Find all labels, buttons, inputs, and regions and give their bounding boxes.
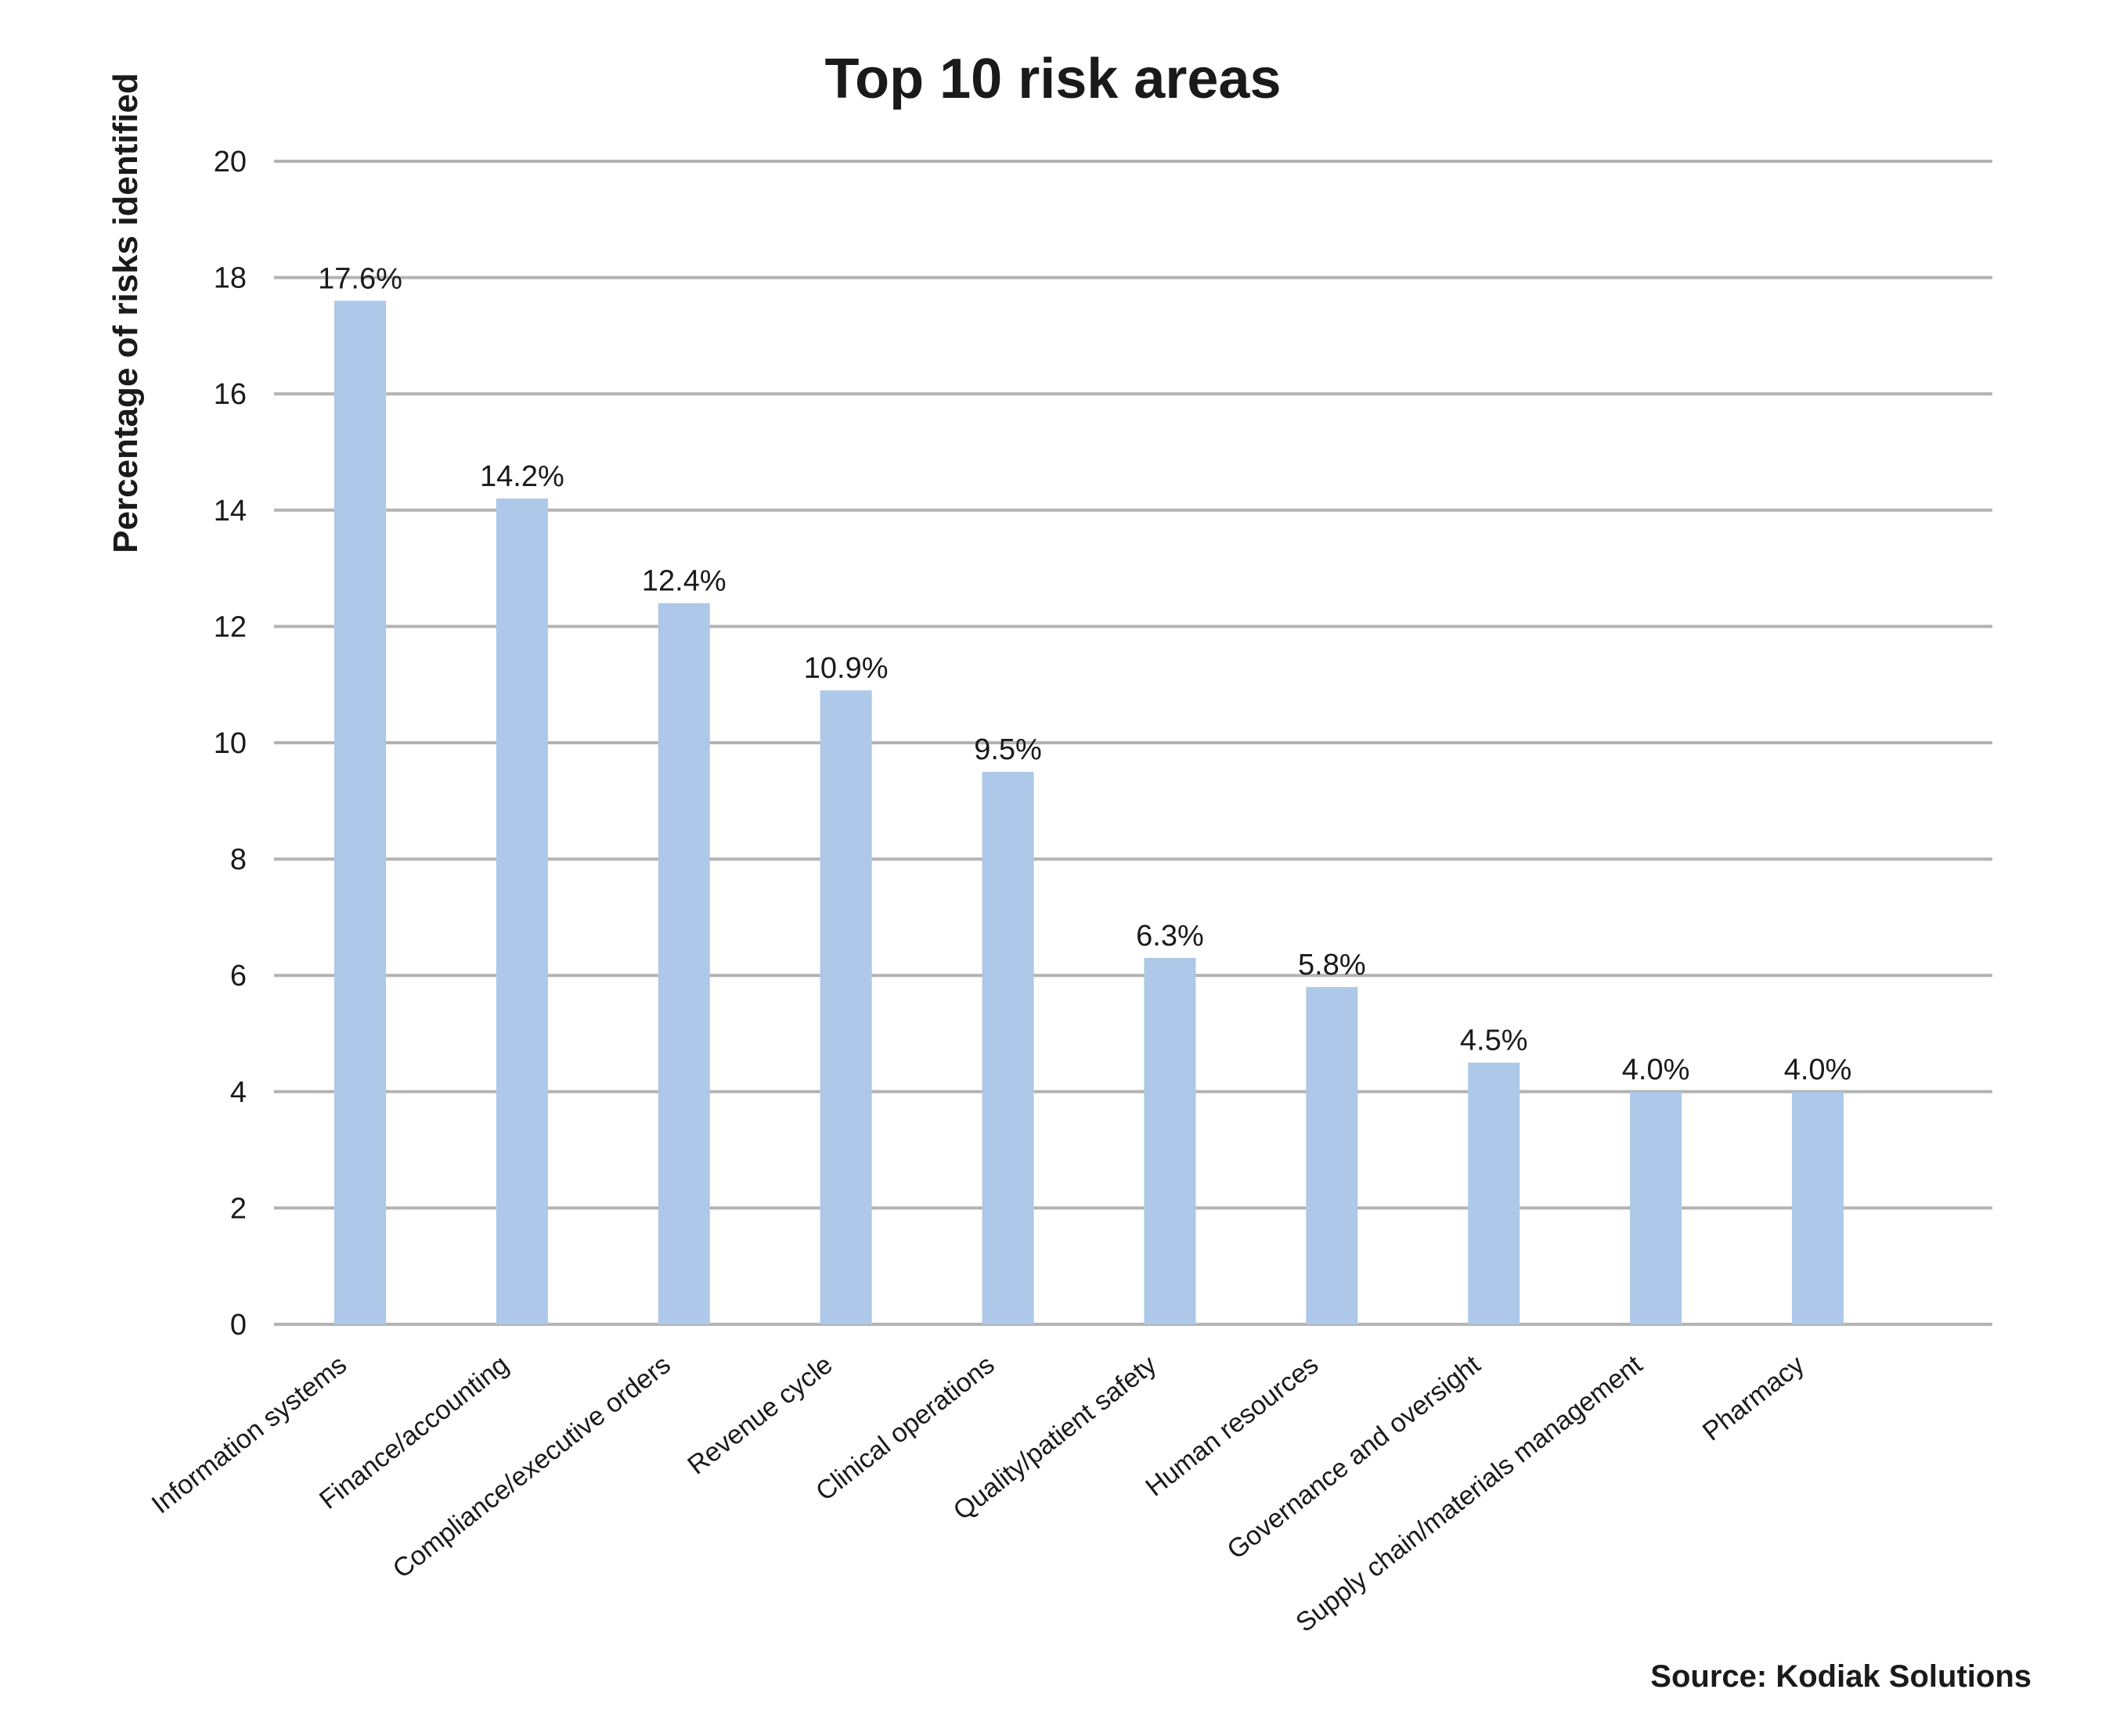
y-tick-label: 14 <box>214 495 247 528</box>
y-axis-label: Percentage of risks identified <box>106 73 145 553</box>
data-label: 6.3% <box>1136 920 1204 953</box>
data-label: 10.9% <box>804 652 889 685</box>
y-tick-label: 2 <box>230 1192 247 1225</box>
x-category-label: Revenue cycle <box>682 1349 838 1480</box>
source-note: Source: Kodiak Solutions <box>1650 1659 2031 1694</box>
bar <box>1306 987 1358 1324</box>
x-category-label: Pharmacy <box>1697 1349 1810 1446</box>
y-tick-label: 20 <box>214 146 247 178</box>
x-axis-categories: Information systemsFinance/accountingCom… <box>146 1349 1810 1638</box>
data-label: 5.8% <box>1298 949 1366 981</box>
data-label: 9.5% <box>974 733 1042 766</box>
bar <box>982 772 1034 1324</box>
bar <box>1144 957 1196 1324</box>
bars <box>334 301 1844 1325</box>
y-tick-label: 8 <box>230 844 247 877</box>
bar <box>334 301 386 1324</box>
data-label: 17.6% <box>318 262 402 295</box>
bar <box>1792 1091 1844 1324</box>
x-category-label: Governance and oversight <box>1221 1349 1486 1565</box>
bar <box>1468 1062 1520 1324</box>
y-tick-label: 16 <box>214 378 247 411</box>
x-category-label: Human resources <box>1140 1349 1324 1502</box>
bar <box>658 603 710 1324</box>
data-label: 4.0% <box>1784 1053 1852 1086</box>
bar <box>1630 1091 1682 1324</box>
chart-title: Top 10 risk areas <box>825 48 1282 110</box>
x-category-label: Supply chain/materials management <box>1290 1349 1648 1638</box>
data-label: 4.0% <box>1622 1053 1690 1086</box>
bar <box>820 690 872 1324</box>
y-tick-label: 18 <box>214 262 247 295</box>
data-label: 4.5% <box>1460 1025 1528 1057</box>
y-tick-label: 0 <box>230 1309 247 1342</box>
y-tick-label: 4 <box>230 1076 247 1109</box>
bar <box>496 498 548 1325</box>
gridlines <box>274 160 1992 1326</box>
data-label: 12.4% <box>642 565 726 598</box>
data-labels: 17.6% 14.2% 12.4% 10.9% 9.5% 6.3% 5.8% 4.5% 4.0%… <box>318 262 1851 1086</box>
y-tick-label: 10 <box>214 727 247 760</box>
y-tick-label: 6 <box>230 960 247 992</box>
data-label: 14.2% <box>480 460 564 493</box>
x-category-label: Compliance/executive orders <box>388 1349 676 1584</box>
y-tick-label: 12 <box>214 610 247 643</box>
y-axis-ticks: 0 2 4 6 8 10 12 14 16 18 20 <box>214 146 247 1342</box>
